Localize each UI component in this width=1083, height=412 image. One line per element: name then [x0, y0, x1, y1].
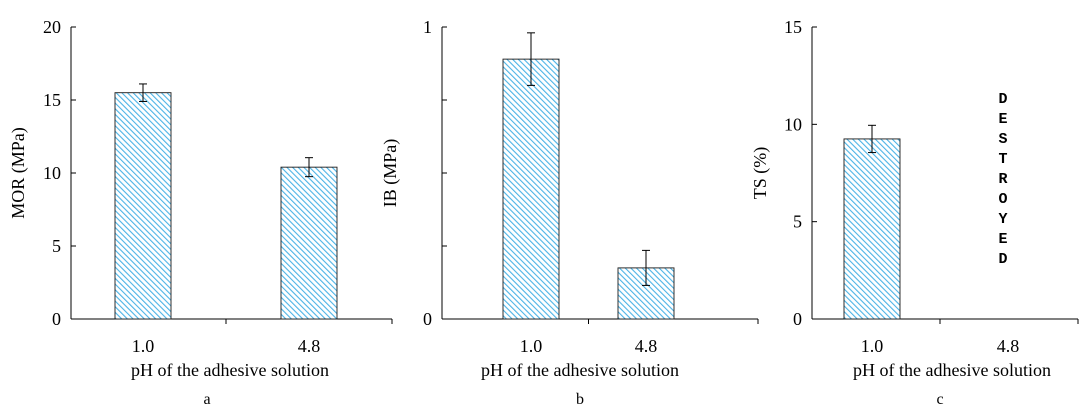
x-tick-label: 1.0 [520, 336, 543, 356]
x-tick-label: 4.8 [997, 336, 1020, 356]
y-axis-title: TS (%) [750, 147, 771, 200]
panel-b: 0 1 1.0 4.8 pH of the adhesive solution IB (M… [380, 17, 759, 408]
bar-4.8 [280, 166, 338, 320]
y-tick-label: 0 [423, 309, 432, 329]
y-axis-title: MOR (MPa) [8, 127, 29, 219]
x-tick-label: 4.8 [635, 336, 658, 356]
y-tick-label: 10 [43, 163, 61, 183]
y-tick-label: 1 [423, 17, 432, 37]
y-tick-label: 5 [52, 236, 61, 256]
y-tick-label: 10 [784, 114, 802, 134]
panel-label: b [576, 391, 584, 408]
x-axis-title: pH of the adhesive solution [853, 360, 1051, 380]
panel-c: 0 5 10 15 1.0 4.8 pH of the adhesive solution T… [750, 17, 1079, 408]
bar-1.0 [843, 138, 901, 320]
x-tick-label: 1.0 [132, 336, 155, 356]
x-tick-label: 1.0 [861, 336, 884, 356]
y-tick-label: 0 [52, 309, 61, 329]
y-tick-label: 20 [43, 17, 61, 37]
panel-label: c [936, 391, 943, 408]
y-tick-label: 5 [793, 212, 802, 232]
x-axis-title: pH of the adhesive solution [131, 360, 329, 380]
y-tick-label: 15 [43, 90, 61, 110]
panel-a: 0 5 10 15 20 1.0 4.8 pH of the adhesive solutio… [8, 17, 393, 408]
y-tick-label: 0 [793, 309, 802, 329]
y-axis-title: IB (MPa) [380, 139, 401, 208]
panel-label: a [203, 391, 210, 408]
y-tick-label: 15 [784, 17, 802, 37]
bar-1.0 [114, 92, 172, 320]
x-tick-label: 4.8 [298, 336, 321, 356]
bar-1.0 [502, 58, 560, 320]
x-axis-title: pH of the adhesive solution [481, 360, 679, 380]
